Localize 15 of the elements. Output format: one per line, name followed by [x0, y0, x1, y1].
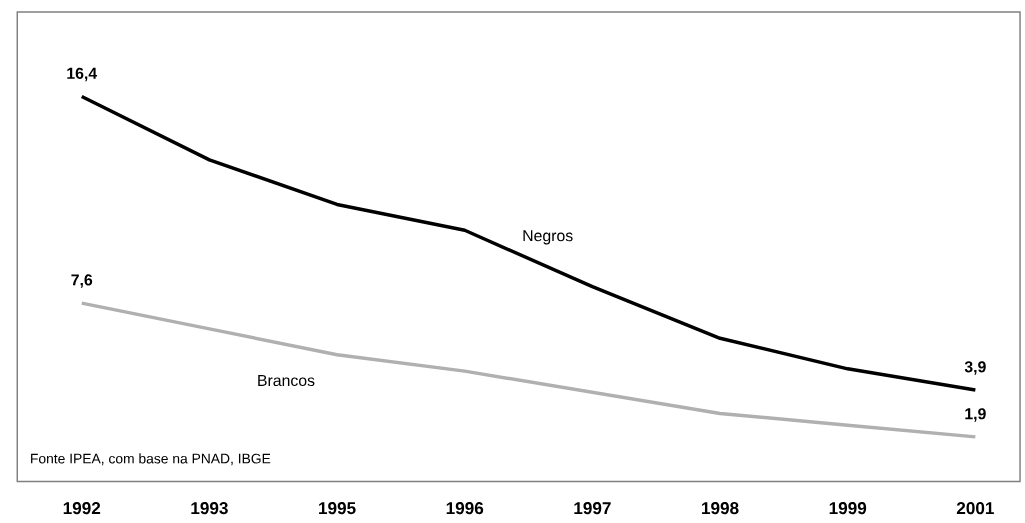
data-label: 16,4 — [67, 67, 98, 82]
x-tick-label: 1996 — [446, 501, 484, 515]
x-tick-label: 1999 — [829, 501, 867, 515]
x-tick-label: 1995 — [319, 501, 356, 515]
x-tick-label: 1993 — [191, 501, 228, 515]
series-label: Brancos — [258, 374, 315, 386]
data-label: 1,9 — [965, 408, 986, 422]
x-tick-label: 2001 — [956, 501, 994, 515]
x-tick-label: 1998 — [702, 501, 739, 515]
x-tick-label: 1992 — [63, 501, 101, 515]
annotation: Fonte IPEA, com base na PNAD, IBGE — [31, 453, 271, 466]
data-label: 3,9 — [964, 361, 986, 375]
x-tick-label: 1997 — [574, 501, 611, 515]
series-label: Negros — [523, 230, 573, 245]
data-label: 7,6 — [71, 274, 93, 288]
